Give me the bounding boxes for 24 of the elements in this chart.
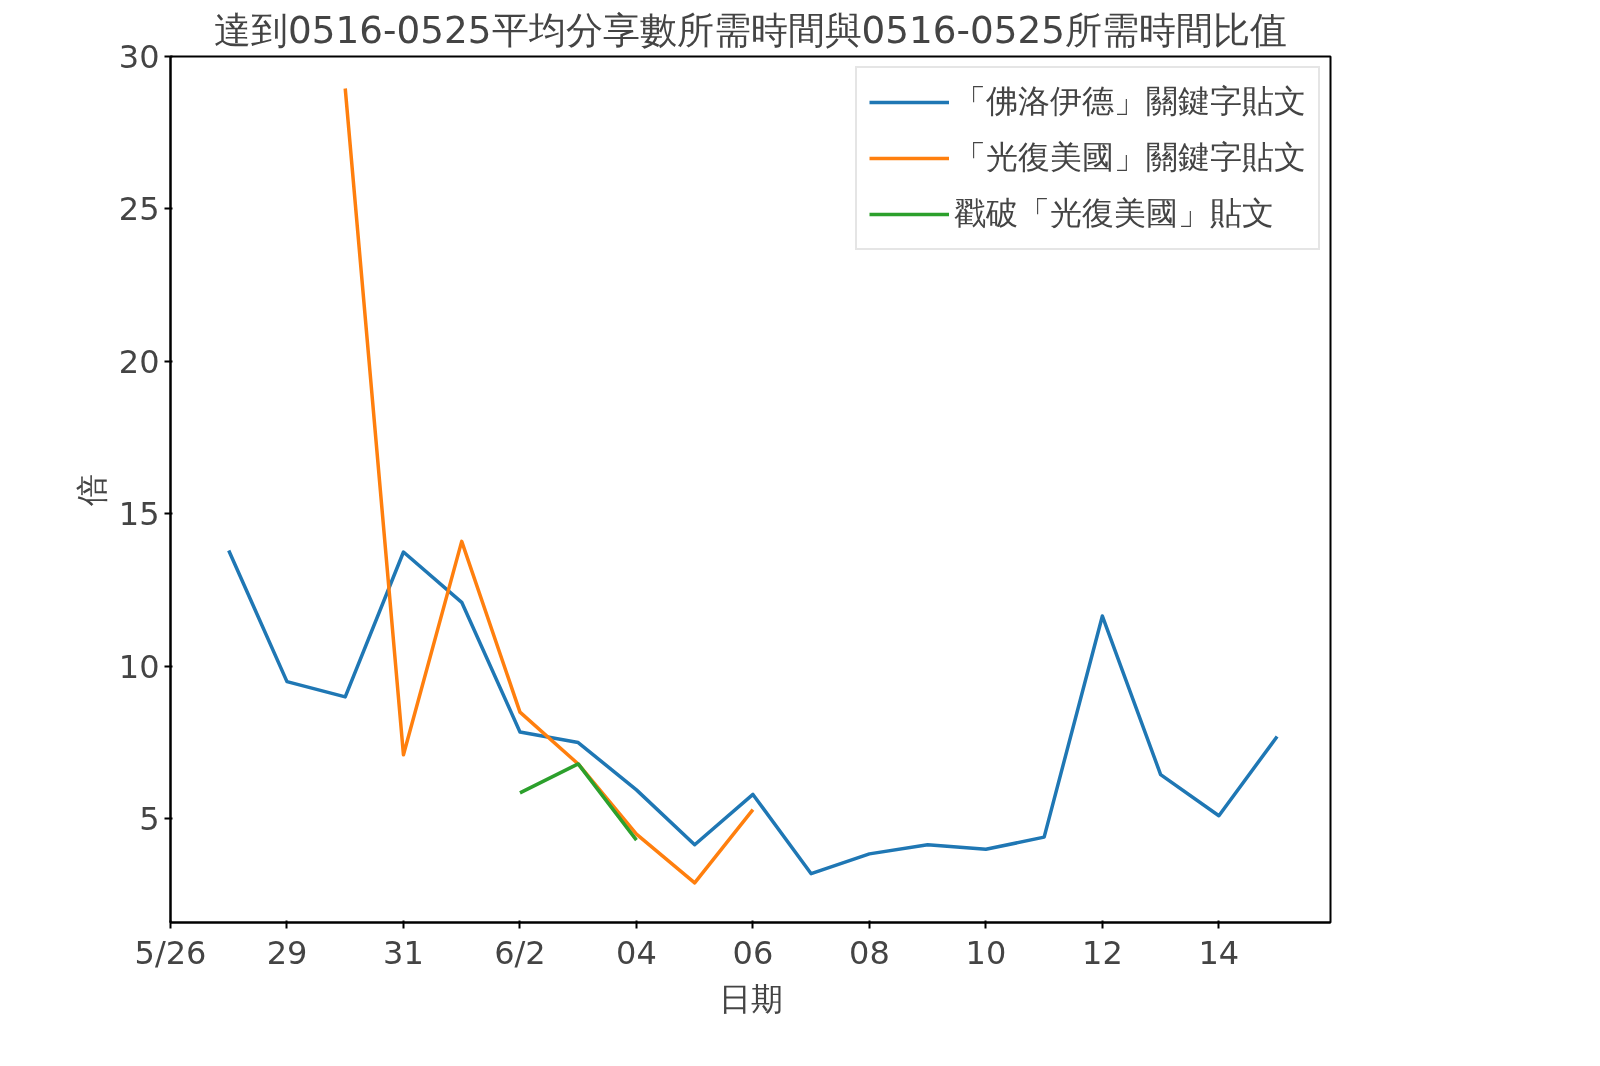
y-tick-label: 5 (139, 800, 160, 839)
x-tick-label: 04 (616, 933, 657, 972)
legend-label: 「佛洛伊德」關鍵字貼文 (954, 81, 1306, 122)
legend-label: 「光復美國」關鍵字貼文 (954, 137, 1306, 178)
x-tick-label: 06 (732, 933, 774, 972)
y-axis-title: 倍 (72, 473, 111, 506)
y-tick-label: 25 (118, 190, 160, 229)
y-tick-label: 30 (118, 38, 160, 76)
line-series (226, 548, 1279, 876)
y-tick-label: 20 (118, 342, 160, 381)
y-tick-label: 15 (118, 495, 160, 534)
x-tick-label: 12 (1082, 933, 1123, 972)
x-tick-label: 14 (1198, 933, 1240, 972)
x-tick-label: 08 (849, 933, 890, 972)
y-tick-label: 10 (118, 647, 160, 686)
x-tick-label: 10 (965, 933, 1007, 972)
chart-title: 達到0516-0525平均分享數所需時間與0516-0525所需時間比值 (214, 7, 1287, 52)
line-series (343, 86, 755, 885)
x-tick-label: 6/2 (494, 933, 546, 972)
x-tick-label: 5/26 (134, 933, 207, 972)
x-tick-label: 29 (266, 933, 308, 972)
x-tick-label: 31 (383, 933, 424, 972)
x-axis-title: 日期 (718, 979, 783, 1018)
legend-label: 戳破「光復美國」貼文 (954, 193, 1274, 234)
